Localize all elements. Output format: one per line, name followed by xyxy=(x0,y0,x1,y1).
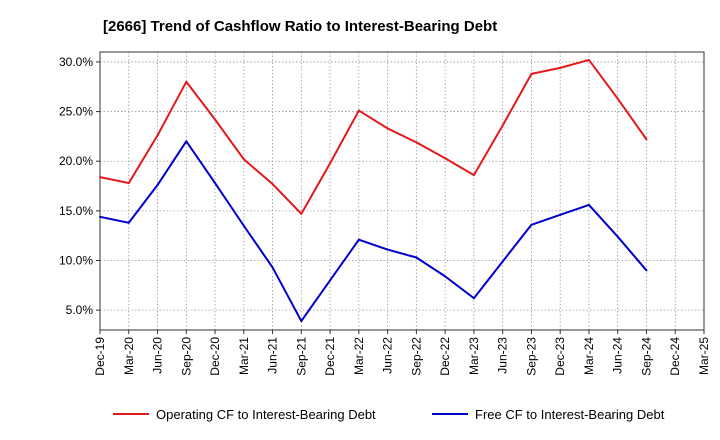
grid xyxy=(99,52,705,330)
data-point xyxy=(127,182,130,185)
series-line-0 xyxy=(99,58,648,215)
x-tick-label: Mar-24 xyxy=(582,337,596,375)
legend: Operating CF to Interest-Bearing Debt Fre… xyxy=(113,407,665,422)
data-point xyxy=(501,260,504,263)
data-point xyxy=(214,118,217,121)
y-axis: 5.0% 10.0% 15.0% 20.0% 25.0% 30.0% xyxy=(59,55,100,317)
x-tick-label: Jun-22 xyxy=(381,337,395,374)
x-tick-label: Jun-24 xyxy=(611,337,625,374)
x-tick-label: Sep-24 xyxy=(639,337,653,376)
data-point xyxy=(444,275,447,278)
x-tick-label: Sep-23 xyxy=(524,337,538,376)
data-point xyxy=(415,141,418,144)
data-point xyxy=(127,221,130,224)
x-tick-label: Dec-22 xyxy=(438,337,452,376)
data-point xyxy=(645,138,648,141)
data-point xyxy=(185,140,188,143)
chart-title: [2666] Trend of Cashflow Ratio to Intere… xyxy=(103,18,497,35)
data-point xyxy=(242,158,245,161)
data-point xyxy=(329,162,332,165)
x-tick-label: Jun-20 xyxy=(151,337,165,374)
x-tick-label: Dec-23 xyxy=(553,337,567,376)
data-point xyxy=(214,182,217,185)
data-point xyxy=(559,213,562,216)
data-point xyxy=(300,212,303,215)
x-tick-label: Dec-21 xyxy=(323,337,337,376)
data-point xyxy=(501,124,504,127)
x-tick-label: Mar-22 xyxy=(352,337,366,375)
data-point xyxy=(645,269,648,272)
series-group xyxy=(99,58,648,323)
data-point xyxy=(472,174,475,177)
x-tick-label: Mar-23 xyxy=(467,337,481,375)
data-point xyxy=(587,203,590,206)
data-point xyxy=(156,134,159,137)
y-tick-label: 10.0% xyxy=(59,254,93,268)
x-tick-label: Dec-24 xyxy=(668,337,682,376)
x-tick-label: Mar-20 xyxy=(122,337,136,375)
data-point xyxy=(616,97,619,100)
x-tick-label: Dec-19 xyxy=(93,337,107,376)
data-point xyxy=(587,58,590,61)
data-point xyxy=(300,320,303,323)
series-line-1 xyxy=(99,140,648,323)
data-point xyxy=(242,224,245,227)
data-point xyxy=(530,72,533,75)
data-point xyxy=(329,279,332,282)
data-point xyxy=(99,176,101,179)
data-point xyxy=(185,80,188,83)
x-tick-label: Sep-22 xyxy=(409,337,423,376)
data-point xyxy=(357,109,360,112)
y-tick-label: 30.0% xyxy=(59,55,93,69)
legend-label: Operating CF to Interest-Bearing Debt xyxy=(156,407,376,422)
data-point xyxy=(530,223,533,226)
data-point xyxy=(271,183,274,186)
data-point xyxy=(99,215,101,218)
data-point xyxy=(415,256,418,259)
data-point xyxy=(271,266,274,269)
y-tick-label: 20.0% xyxy=(59,154,93,168)
x-tick-label: Mar-25 xyxy=(697,337,711,375)
data-point xyxy=(616,235,619,238)
x-axis: Dec-19 Mar-20 Jun-20 Sep-20 Dec-20 Mar-21 Jun-… xyxy=(93,330,711,376)
data-point xyxy=(357,238,360,241)
data-point xyxy=(444,157,447,160)
y-tick-label: 5.0% xyxy=(66,303,94,317)
data-point xyxy=(156,184,159,187)
legend-label: Free CF to Interest-Bearing Debt xyxy=(475,407,665,422)
y-tick-label: 15.0% xyxy=(59,204,93,218)
x-tick-label: Mar-21 xyxy=(237,337,251,375)
data-point xyxy=(472,297,475,300)
data-point xyxy=(386,248,389,251)
x-tick-label: Jun-21 xyxy=(266,337,280,374)
plot-area xyxy=(99,51,705,331)
data-point xyxy=(386,127,389,130)
x-tick-label: Dec-20 xyxy=(208,337,222,376)
x-tick-label: Sep-21 xyxy=(294,337,308,376)
x-tick-label: Sep-20 xyxy=(179,337,193,376)
x-tick-label: Jun-23 xyxy=(496,337,510,374)
y-tick-label: 25.0% xyxy=(59,105,93,119)
data-point xyxy=(559,66,562,69)
